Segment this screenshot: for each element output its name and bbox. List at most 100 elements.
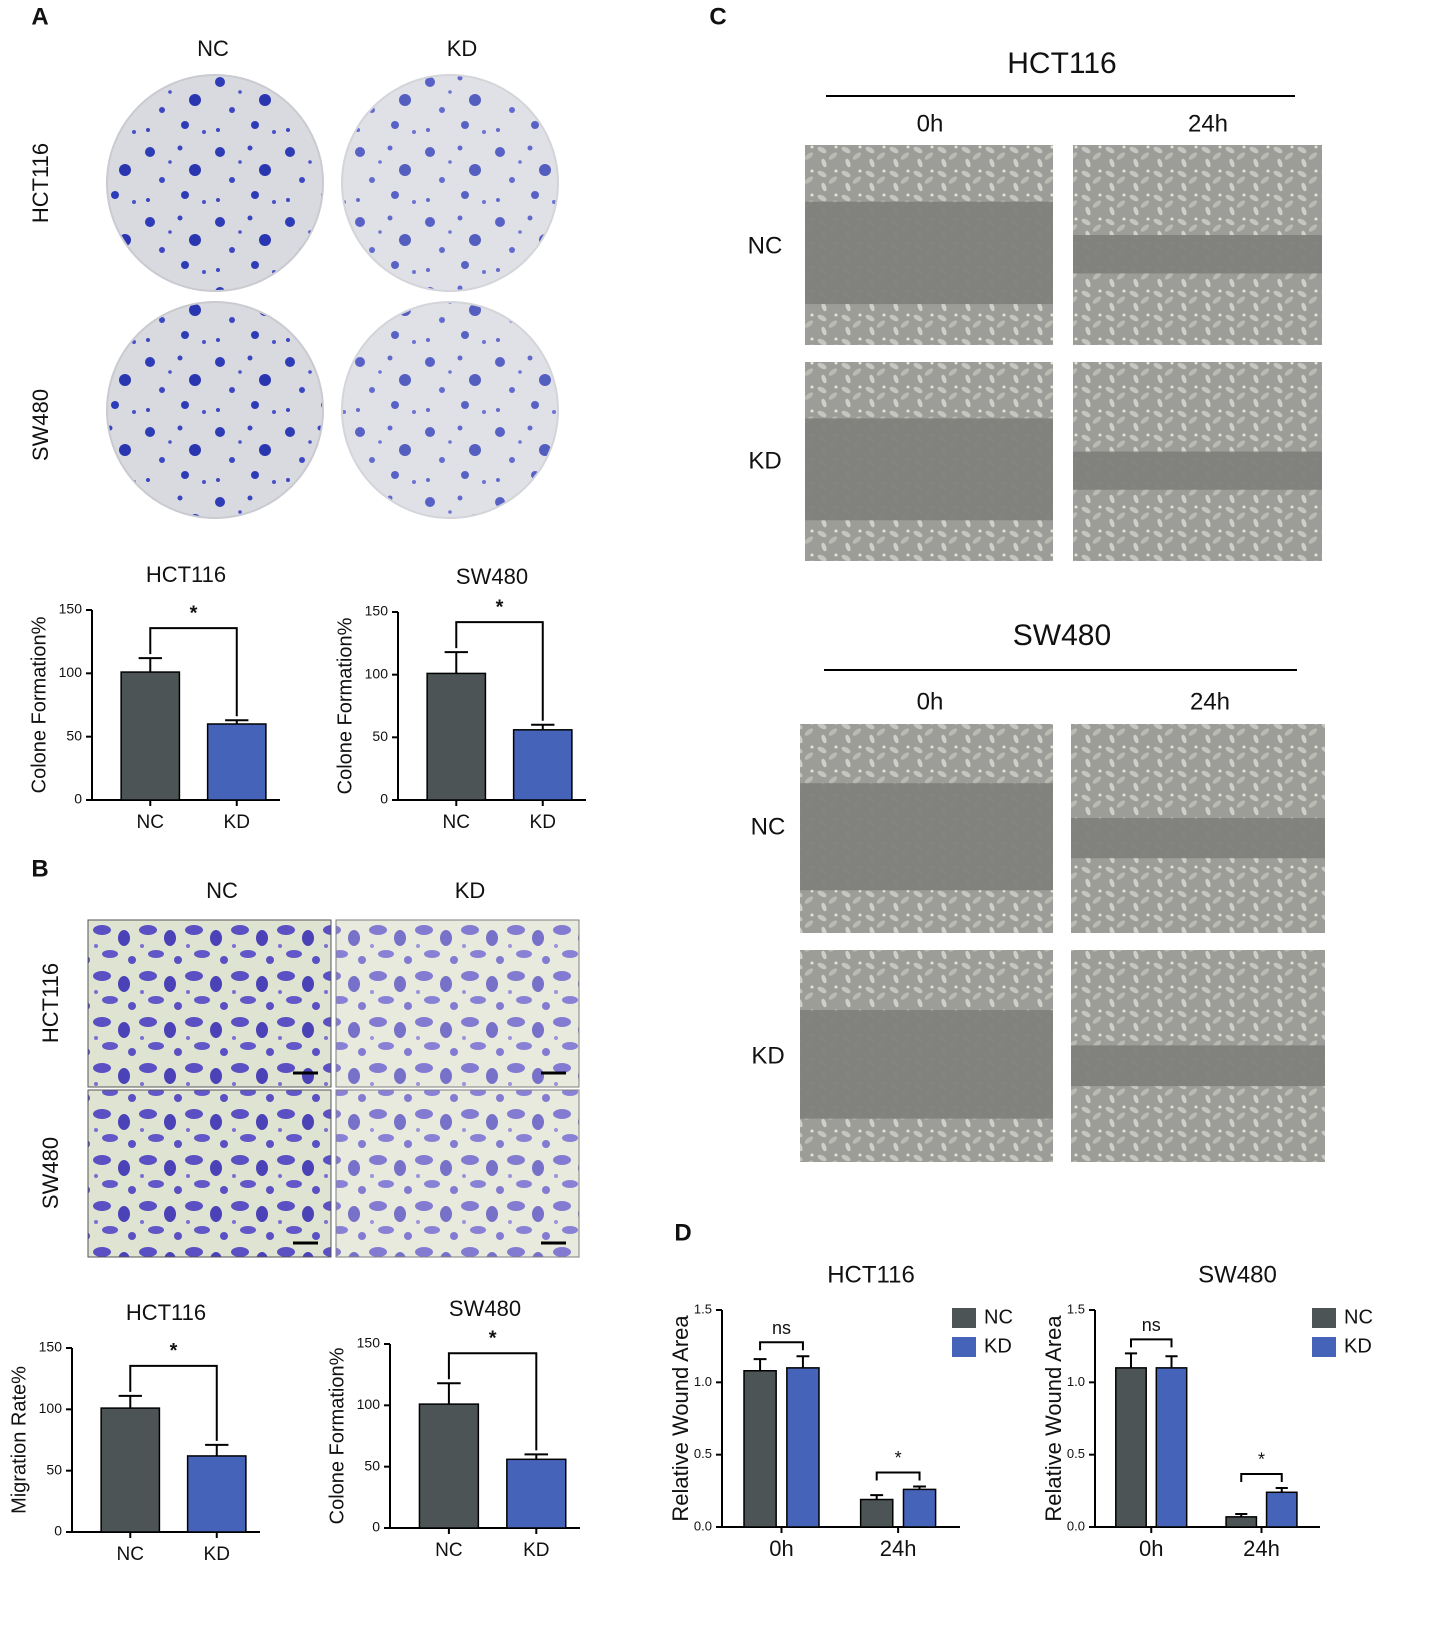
bar [426, 672, 487, 801]
x-tick-label: NC [117, 1544, 144, 1565]
error-bar [753, 1358, 767, 1371]
significance-label: * [190, 602, 198, 624]
significance-bracket [1240, 1472, 1283, 1482]
y-axis-label: Colone Formation% [28, 616, 50, 793]
y-tick-label: 100 [365, 665, 389, 681]
y-tick-label: 0 [372, 1519, 380, 1535]
x-tick-label: NC [435, 1540, 462, 1561]
y-tick-label: 0.0 [1067, 1518, 1085, 1533]
row-label: KD [748, 447, 781, 474]
bar [902, 1488, 937, 1528]
bar [186, 1455, 247, 1533]
error-bar [1275, 1486, 1288, 1493]
colony-dish [341, 301, 559, 519]
significance-bracket [455, 621, 544, 721]
error-bar [1235, 1512, 1248, 1517]
error-bar [205, 1443, 229, 1456]
wound-gap [1073, 235, 1322, 274]
y-tick-label: 50 [66, 727, 82, 743]
x-tick-label: 0h [1139, 1536, 1163, 1561]
significance-label: * [496, 596, 504, 618]
transwell-image [335, 919, 580, 1088]
y-axis-label: Colone Formation% [334, 617, 356, 794]
chart-title: HCT116 [827, 1261, 915, 1288]
error-bar [138, 657, 162, 673]
significance-label: * [170, 1340, 178, 1362]
y-axis-label: Migration Rate% [8, 1366, 30, 1514]
x-tick-label: KD [530, 812, 556, 833]
transwell-image [335, 1089, 580, 1258]
y-tick-label: 1.0 [1067, 1374, 1085, 1389]
row-label: SW480 [38, 1137, 63, 1209]
row-label: NC [748, 232, 783, 259]
bar [1115, 1367, 1147, 1528]
wound-gap [800, 1010, 1053, 1119]
y-tick-label: 100 [39, 1400, 63, 1416]
y-tick-label: 100 [59, 664, 83, 680]
panel-letter: A [31, 3, 48, 30]
y-axis-label: Colone Formation% [326, 1347, 348, 1524]
legend-swatch [1312, 1308, 1336, 1328]
legend-label: NC [984, 1306, 1013, 1328]
y-tick-label: 50 [364, 1457, 380, 1473]
x-tick-label: KD [204, 1544, 230, 1565]
row-label: NC [751, 813, 786, 840]
group-title: SW480 [1013, 619, 1111, 652]
column-label: 24h [1190, 688, 1230, 715]
y-tick-label: 150 [59, 601, 83, 617]
wound-gap [805, 201, 1053, 305]
error-bar [1124, 1352, 1138, 1368]
y-tick-label: 150 [39, 1339, 63, 1355]
y-tick-label: 0 [74, 791, 82, 807]
bar [100, 1407, 161, 1533]
significance-label: * [895, 1448, 902, 1468]
significance-bracket [759, 1341, 804, 1351]
error-bar [913, 1485, 926, 1490]
legend-swatch [1312, 1337, 1336, 1357]
transwell-image [87, 1089, 332, 1258]
panel-letter: C [709, 3, 726, 30]
y-tick-label: 0.5 [1067, 1446, 1085, 1461]
column-label: NC [206, 878, 238, 903]
column-label: 24h [1188, 110, 1228, 137]
row-label: HCT116 [28, 143, 53, 223]
panel-letter: D [674, 1219, 691, 1246]
group-title: HCT116 [1007, 47, 1116, 80]
bar [1155, 1367, 1188, 1528]
column-label: 0h [917, 688, 944, 715]
y-tick-label: 1.5 [1067, 1301, 1085, 1316]
y-tick-label: 0.5 [694, 1446, 712, 1461]
bar [512, 729, 573, 801]
chart-title: SW480 [1198, 1261, 1277, 1288]
x-tick-label: NC [137, 812, 164, 833]
bar [743, 1370, 777, 1528]
wound-gap [805, 418, 1053, 521]
y-tick-label: 0 [54, 1523, 62, 1539]
significance-bracket [875, 1471, 921, 1481]
significance-label: ns [772, 1318, 791, 1338]
error-bar [531, 723, 555, 730]
colony-dish [341, 74, 559, 292]
y-tick-label: 50 [46, 1461, 62, 1477]
bar [1225, 1516, 1258, 1528]
error-bar [524, 1453, 549, 1460]
column-label: 0h [917, 110, 944, 137]
x-tick-label: 24h [1243, 1536, 1280, 1561]
x-tick-label: KD [523, 1540, 549, 1561]
transwell-image [87, 919, 332, 1088]
colony-dish [106, 74, 324, 292]
significance-bracket [149, 627, 238, 717]
column-label: NC [197, 36, 229, 61]
legend-label: KD [984, 1335, 1012, 1357]
bar [1265, 1491, 1298, 1528]
y-tick-label: 150 [357, 1335, 381, 1351]
error-bar [437, 1382, 461, 1405]
y-tick-label: 100 [357, 1396, 381, 1412]
y-axis-label: Relative Wound Area [668, 1315, 693, 1522]
error-bar [870, 1494, 884, 1500]
legend-label: NC [1344, 1306, 1373, 1328]
column-label: KD [455, 878, 486, 903]
chart-title: SW480 [449, 1296, 521, 1321]
y-tick-label: 50 [372, 728, 388, 744]
